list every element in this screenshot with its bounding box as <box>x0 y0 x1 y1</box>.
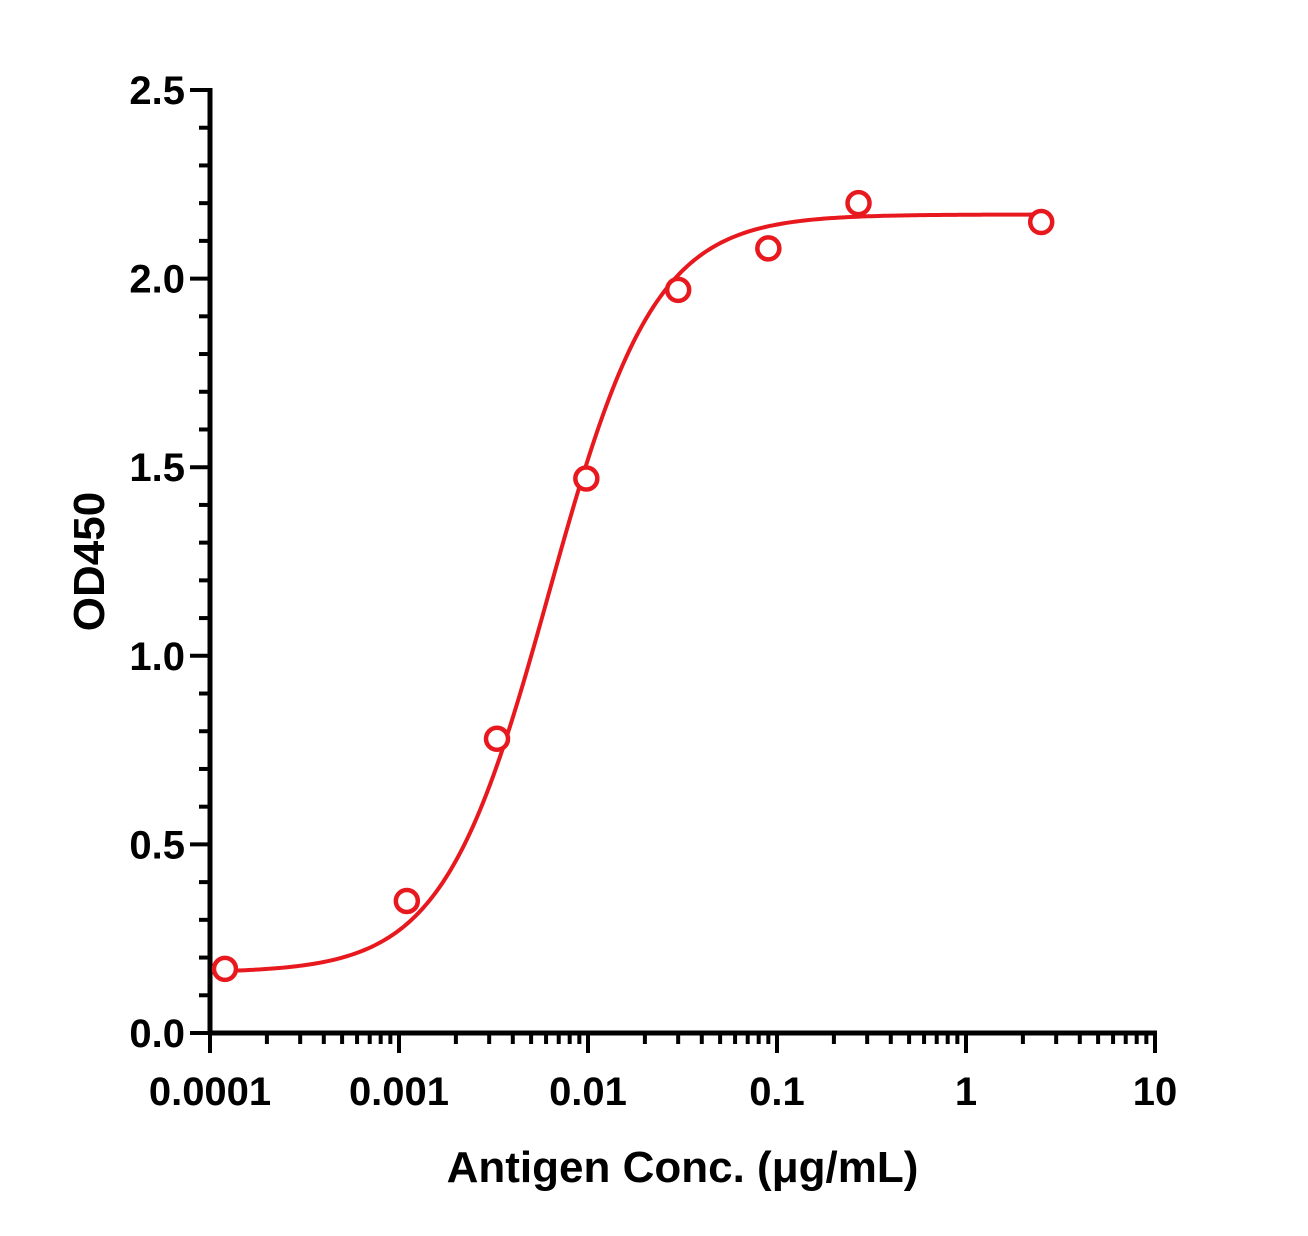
x-tick-label: 0.01 <box>549 1070 627 1114</box>
data-point <box>755 235 782 262</box>
x-tick-label: 1 <box>955 1070 977 1114</box>
data-points <box>211 189 1055 983</box>
data-point <box>664 276 692 304</box>
axes: 0.0 0.5 1.0 1.5 2.0 2.5 0.0001 0.001 0.01 0.1 1 10 <box>129 69 1177 1114</box>
x-tick-label: 10 <box>1133 1070 1178 1114</box>
x-tick-label: 0.001 <box>349 1070 449 1114</box>
data-point <box>573 465 600 492</box>
y-tick-label: 2.0 <box>129 258 185 302</box>
data-point <box>393 887 421 915</box>
y-tick-label: 0.5 <box>129 823 185 867</box>
data-point <box>1027 208 1055 236</box>
y-axis-title: OD450 <box>65 492 114 631</box>
x-tick-label: 0.1 <box>749 1070 805 1114</box>
y-tick-label: 0.0 <box>129 1012 185 1056</box>
fit-curve <box>224 212 1042 973</box>
fit-curve-layer <box>224 212 1042 973</box>
x-tick-label: 0.0001 <box>149 1070 271 1114</box>
x-axis-title: Antigen Conc. (μg/mL) <box>447 1143 919 1192</box>
data-point <box>845 189 872 217</box>
y-tick-label: 1.5 <box>129 446 185 490</box>
data-point <box>211 955 239 983</box>
y-tick-label: 2.5 <box>129 69 185 113</box>
y-tick-label: 1.0 <box>129 635 185 679</box>
data-point <box>483 725 511 753</box>
